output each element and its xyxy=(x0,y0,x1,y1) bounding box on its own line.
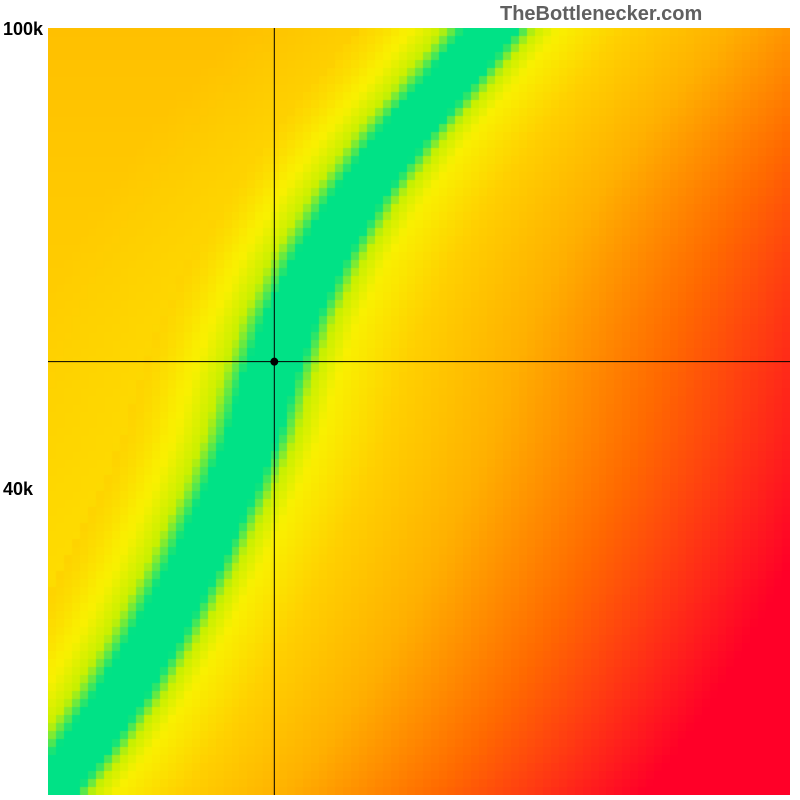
chart-container: TheBottlenecker.com 100k 40k xyxy=(0,0,800,800)
bottleneck-heatmap xyxy=(48,28,790,795)
y-axis-tick-label: 40k xyxy=(3,479,33,500)
y-axis-tick-label: 100k xyxy=(3,19,43,40)
watermark: TheBottlenecker.com xyxy=(500,3,702,26)
